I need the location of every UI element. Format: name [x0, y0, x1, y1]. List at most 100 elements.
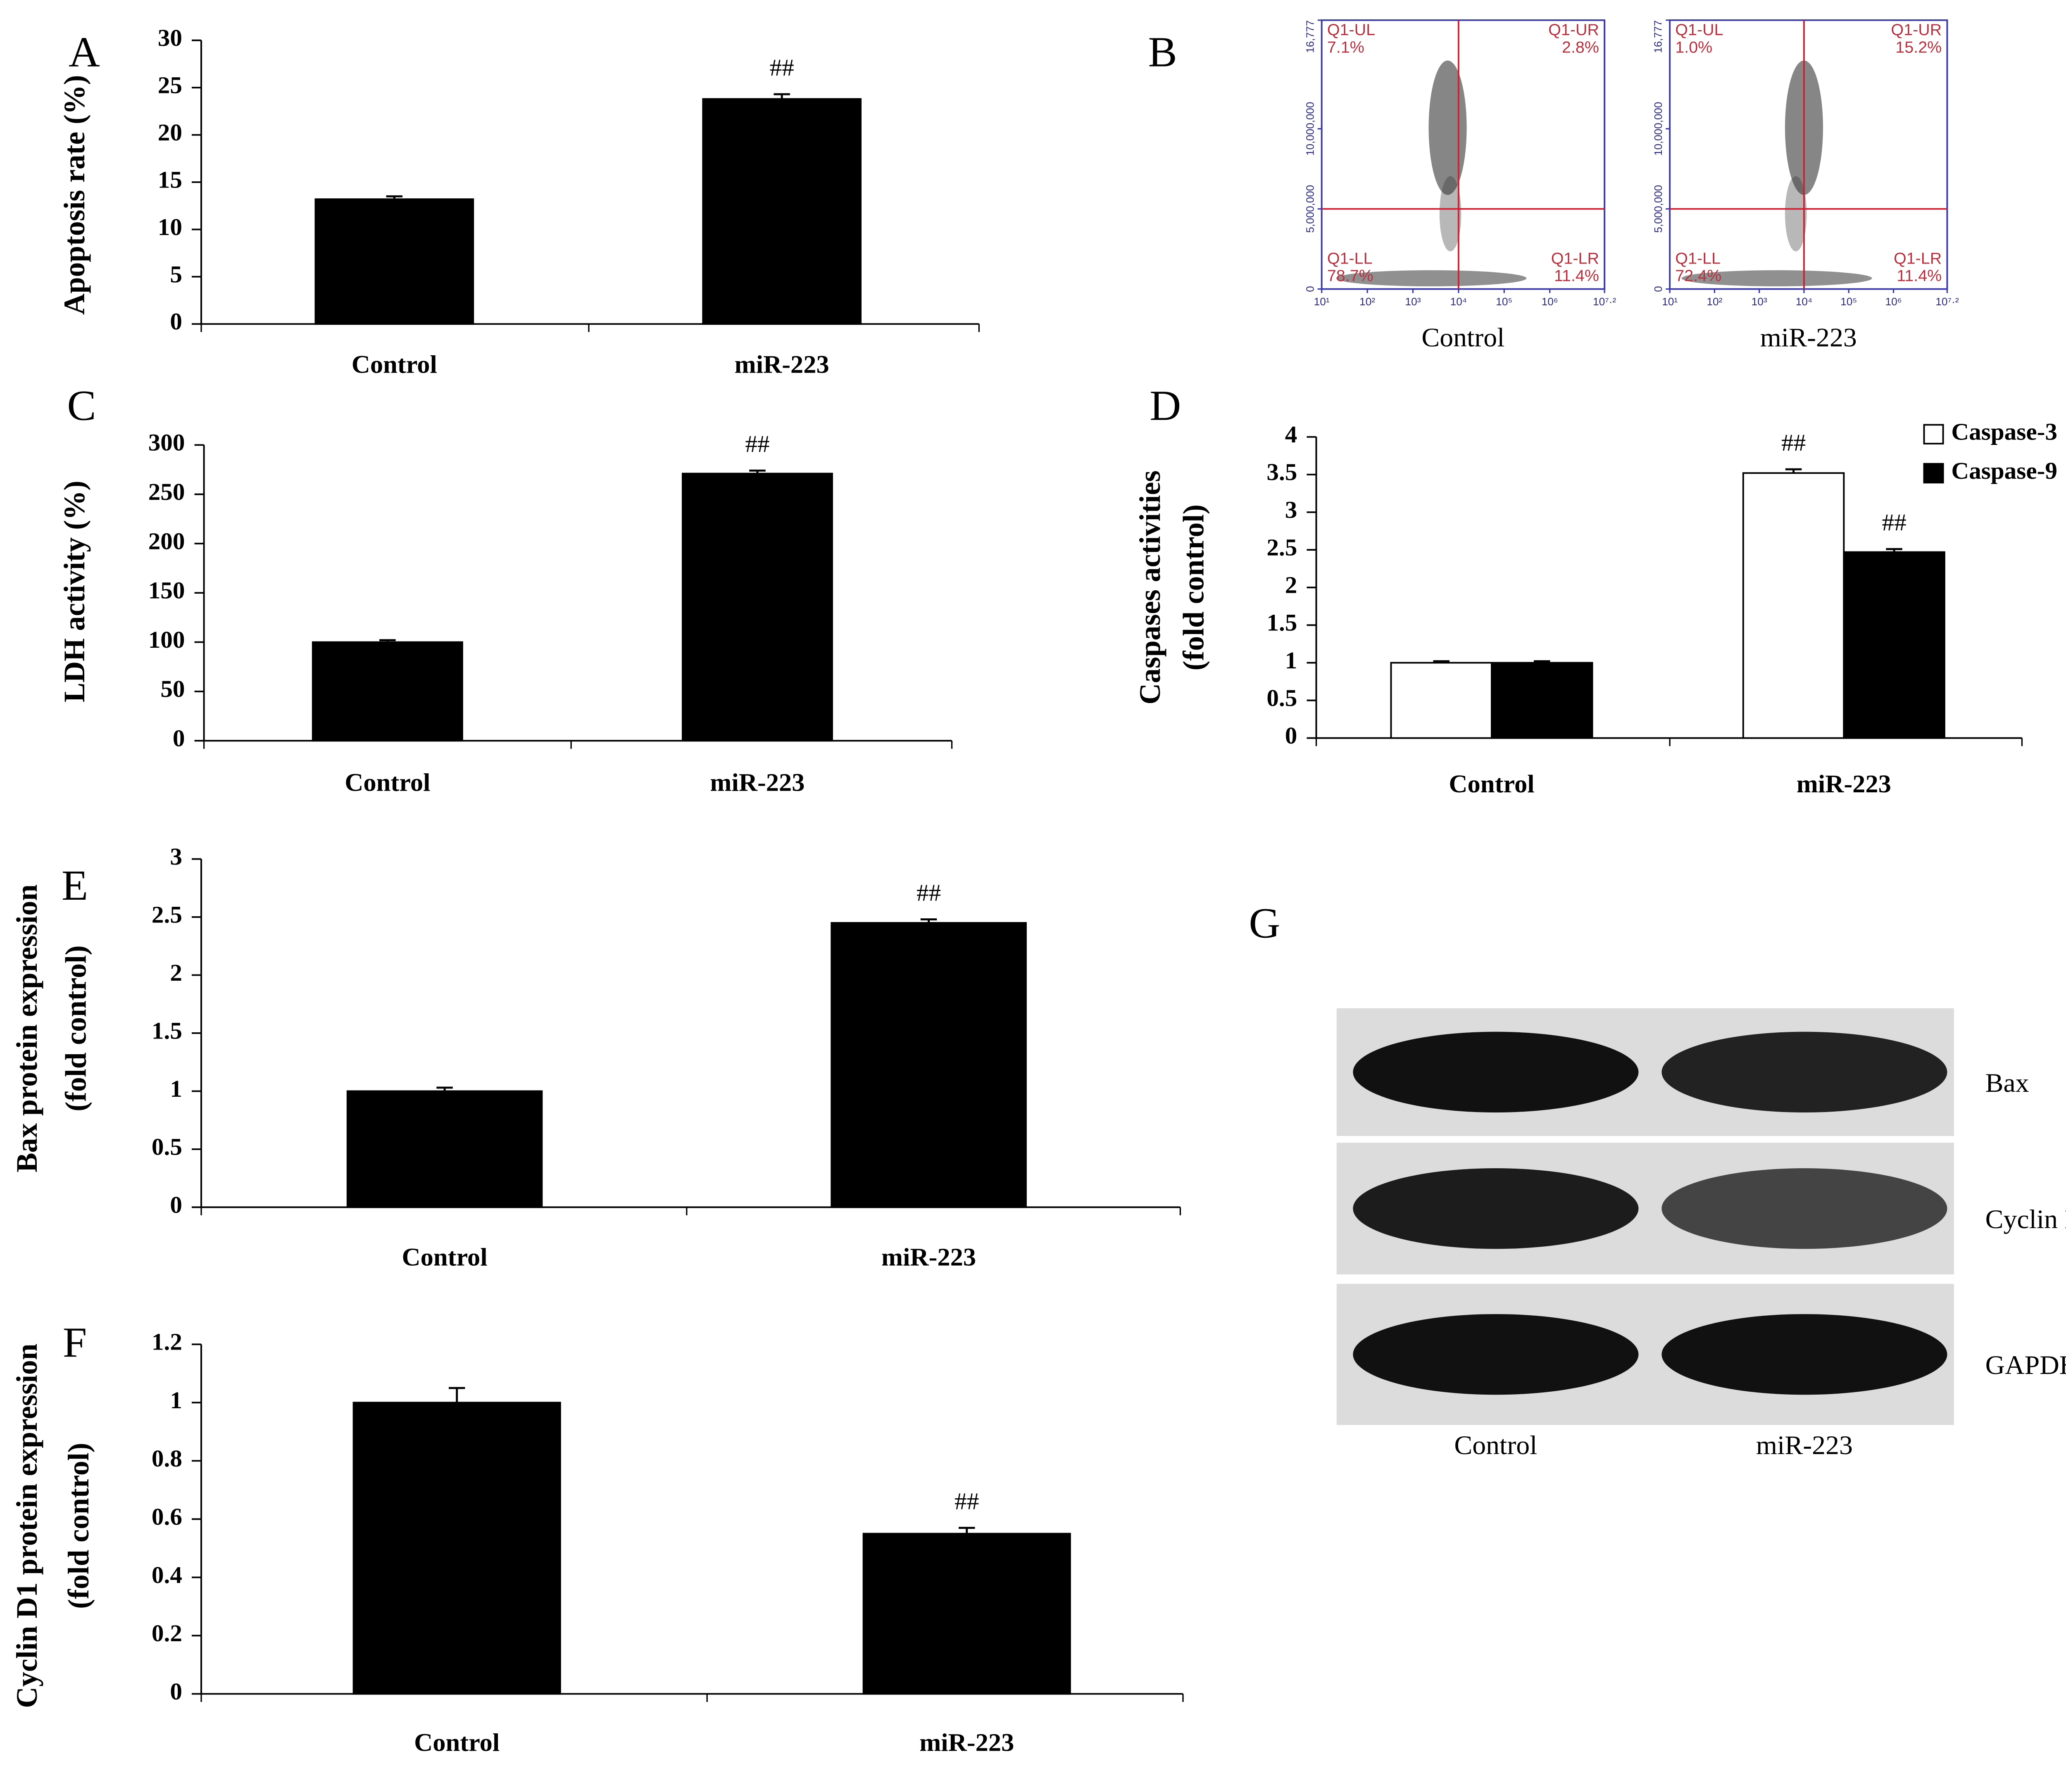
error-bar [386, 195, 403, 200]
quadrant-percent: 11.4% [1554, 267, 1599, 285]
y-tick-label: 3 [1285, 497, 1297, 523]
x-tick-label: miR-223 [710, 769, 805, 797]
significance-label: ## [1781, 429, 1806, 456]
population-density [1439, 176, 1461, 252]
band-label: GAPDH [1985, 1351, 2066, 1381]
x-tick-label: 10¹ [1314, 295, 1330, 308]
bar [1742, 472, 1845, 739]
quadrant-name: Q1-UL [1675, 21, 1723, 39]
panel-letter: C [67, 382, 96, 429]
quadrant-name: Q1-UR [1548, 21, 1599, 39]
bar [1491, 662, 1593, 739]
band-label: Cyclin D [1985, 1205, 2066, 1234]
population-density [1428, 60, 1467, 195]
y-tick-label: 0.5 [1266, 684, 1297, 711]
panel-letter: D [1150, 382, 1181, 429]
bar [682, 473, 833, 742]
quadrant-name: Q1-LR [1551, 250, 1599, 268]
quadrant-name: Q1-LL [1327, 250, 1373, 268]
legend-swatch [1923, 424, 1944, 444]
y-tick-label: 3.5 [1266, 459, 1297, 486]
x-tick-label: miR-223 [1797, 770, 1891, 798]
quadrant-name: Q1-UR [1891, 21, 1942, 39]
panel-letter: B [1148, 28, 1177, 76]
y-tick-label: 50 [160, 676, 185, 703]
y-tick-label: 1.5 [1266, 609, 1297, 636]
significance-label: ## [1882, 509, 1906, 536]
x-tick-label: 10⁷·² [1593, 295, 1616, 308]
quadrant-percent: 78.7% [1327, 267, 1373, 285]
y-tick-label: 1 [170, 1387, 182, 1414]
y-axis-label: Cyclin D1 protein expression [10, 1344, 43, 1708]
legend-swatch [1923, 463, 1944, 484]
y-tick-label: 2 [1285, 572, 1297, 599]
y-tick-label: 1 [1285, 647, 1297, 674]
y-tick-label: 0 [170, 308, 182, 335]
y-tick-label: 2 [170, 959, 182, 986]
population-density [1336, 270, 1527, 287]
bar [702, 98, 862, 325]
y-axis-label: (fold control) [1177, 504, 1210, 670]
y-tick-label: 20 [158, 119, 182, 146]
y-tick-label: 1.2 [152, 1329, 182, 1355]
y-axis-label: (fold control) [62, 1443, 95, 1609]
x-tick-label: Control [352, 351, 437, 379]
y-axis-label: Caspases activities [1133, 471, 1166, 705]
blot-band [1353, 1314, 1639, 1395]
bar [314, 198, 474, 325]
blot-band [1661, 1031, 1947, 1112]
y-axis-label: Bax protein expression [10, 884, 43, 1172]
y-tick-label: 10,000,000 [1652, 102, 1664, 156]
y-tick-label: 5,000,000 [1304, 185, 1316, 233]
error-bar [920, 918, 937, 923]
y-tick-label: 0 [1652, 286, 1664, 292]
y-tick-label: 0 [1285, 722, 1297, 749]
x-tick-label: 10⁵ [1840, 295, 1857, 308]
significance-label: ## [954, 1488, 979, 1515]
legend-label: Caspase-3 [1951, 418, 2057, 445]
y-tick-label: 0.2 [152, 1620, 182, 1647]
population-density [1785, 176, 1807, 252]
y-tick-label: 10 [158, 214, 182, 240]
quadrant-percent: 1.0% [1675, 38, 1712, 57]
blot-band [1353, 1168, 1639, 1249]
y-tick-label: 16,777 [1652, 20, 1664, 53]
y-tick-label: 2.5 [152, 901, 182, 928]
y-axis-label: (fold control) [59, 945, 92, 1111]
y-tick-label: 3 [170, 843, 182, 870]
error-bar [1886, 548, 1902, 552]
band-label: Bax [1985, 1068, 2029, 1098]
bar [352, 1402, 561, 1695]
quadrant-name: Q1-LR [1894, 250, 1942, 268]
bar [862, 1533, 1071, 1695]
lane-label: Control [1454, 1431, 1537, 1460]
error-bar [959, 1527, 975, 1534]
x-tick-label: 10³ [1752, 295, 1767, 308]
quadrant-name: Q1-UL [1327, 21, 1375, 39]
error-bar [1433, 660, 1450, 663]
quadrant-percent: 11.4% [1897, 267, 1942, 285]
error-bar [379, 639, 396, 642]
error-bar [1534, 660, 1550, 663]
error-bar [749, 469, 766, 474]
x-tick-label: 10⁴ [1450, 295, 1467, 308]
x-tick-label: Control [402, 1243, 488, 1272]
y-tick-label: 10,000,000 [1304, 102, 1316, 156]
x-tick-label: 10⁶ [1885, 295, 1902, 308]
bar [831, 922, 1027, 1208]
y-tick-label: 100 [148, 626, 185, 653]
error-bar [774, 93, 790, 99]
y-tick-label: 4 [1285, 421, 1297, 448]
x-tick-label: 10⁷·² [1935, 295, 1959, 308]
plot-label: Control [1421, 323, 1504, 353]
x-tick-label: Control [345, 769, 430, 797]
x-tick-label: 10⁵ [1496, 295, 1512, 308]
y-axis-label: LDH activity (%) [58, 481, 91, 703]
significance-label: ## [916, 879, 941, 906]
plot-label: miR-223 [1760, 323, 1857, 353]
lane-label: miR-223 [1756, 1431, 1853, 1460]
x-tick-label: 10² [1707, 295, 1722, 308]
error-bar [436, 1086, 453, 1091]
legend-label: Caspase-9 [1951, 457, 2057, 484]
